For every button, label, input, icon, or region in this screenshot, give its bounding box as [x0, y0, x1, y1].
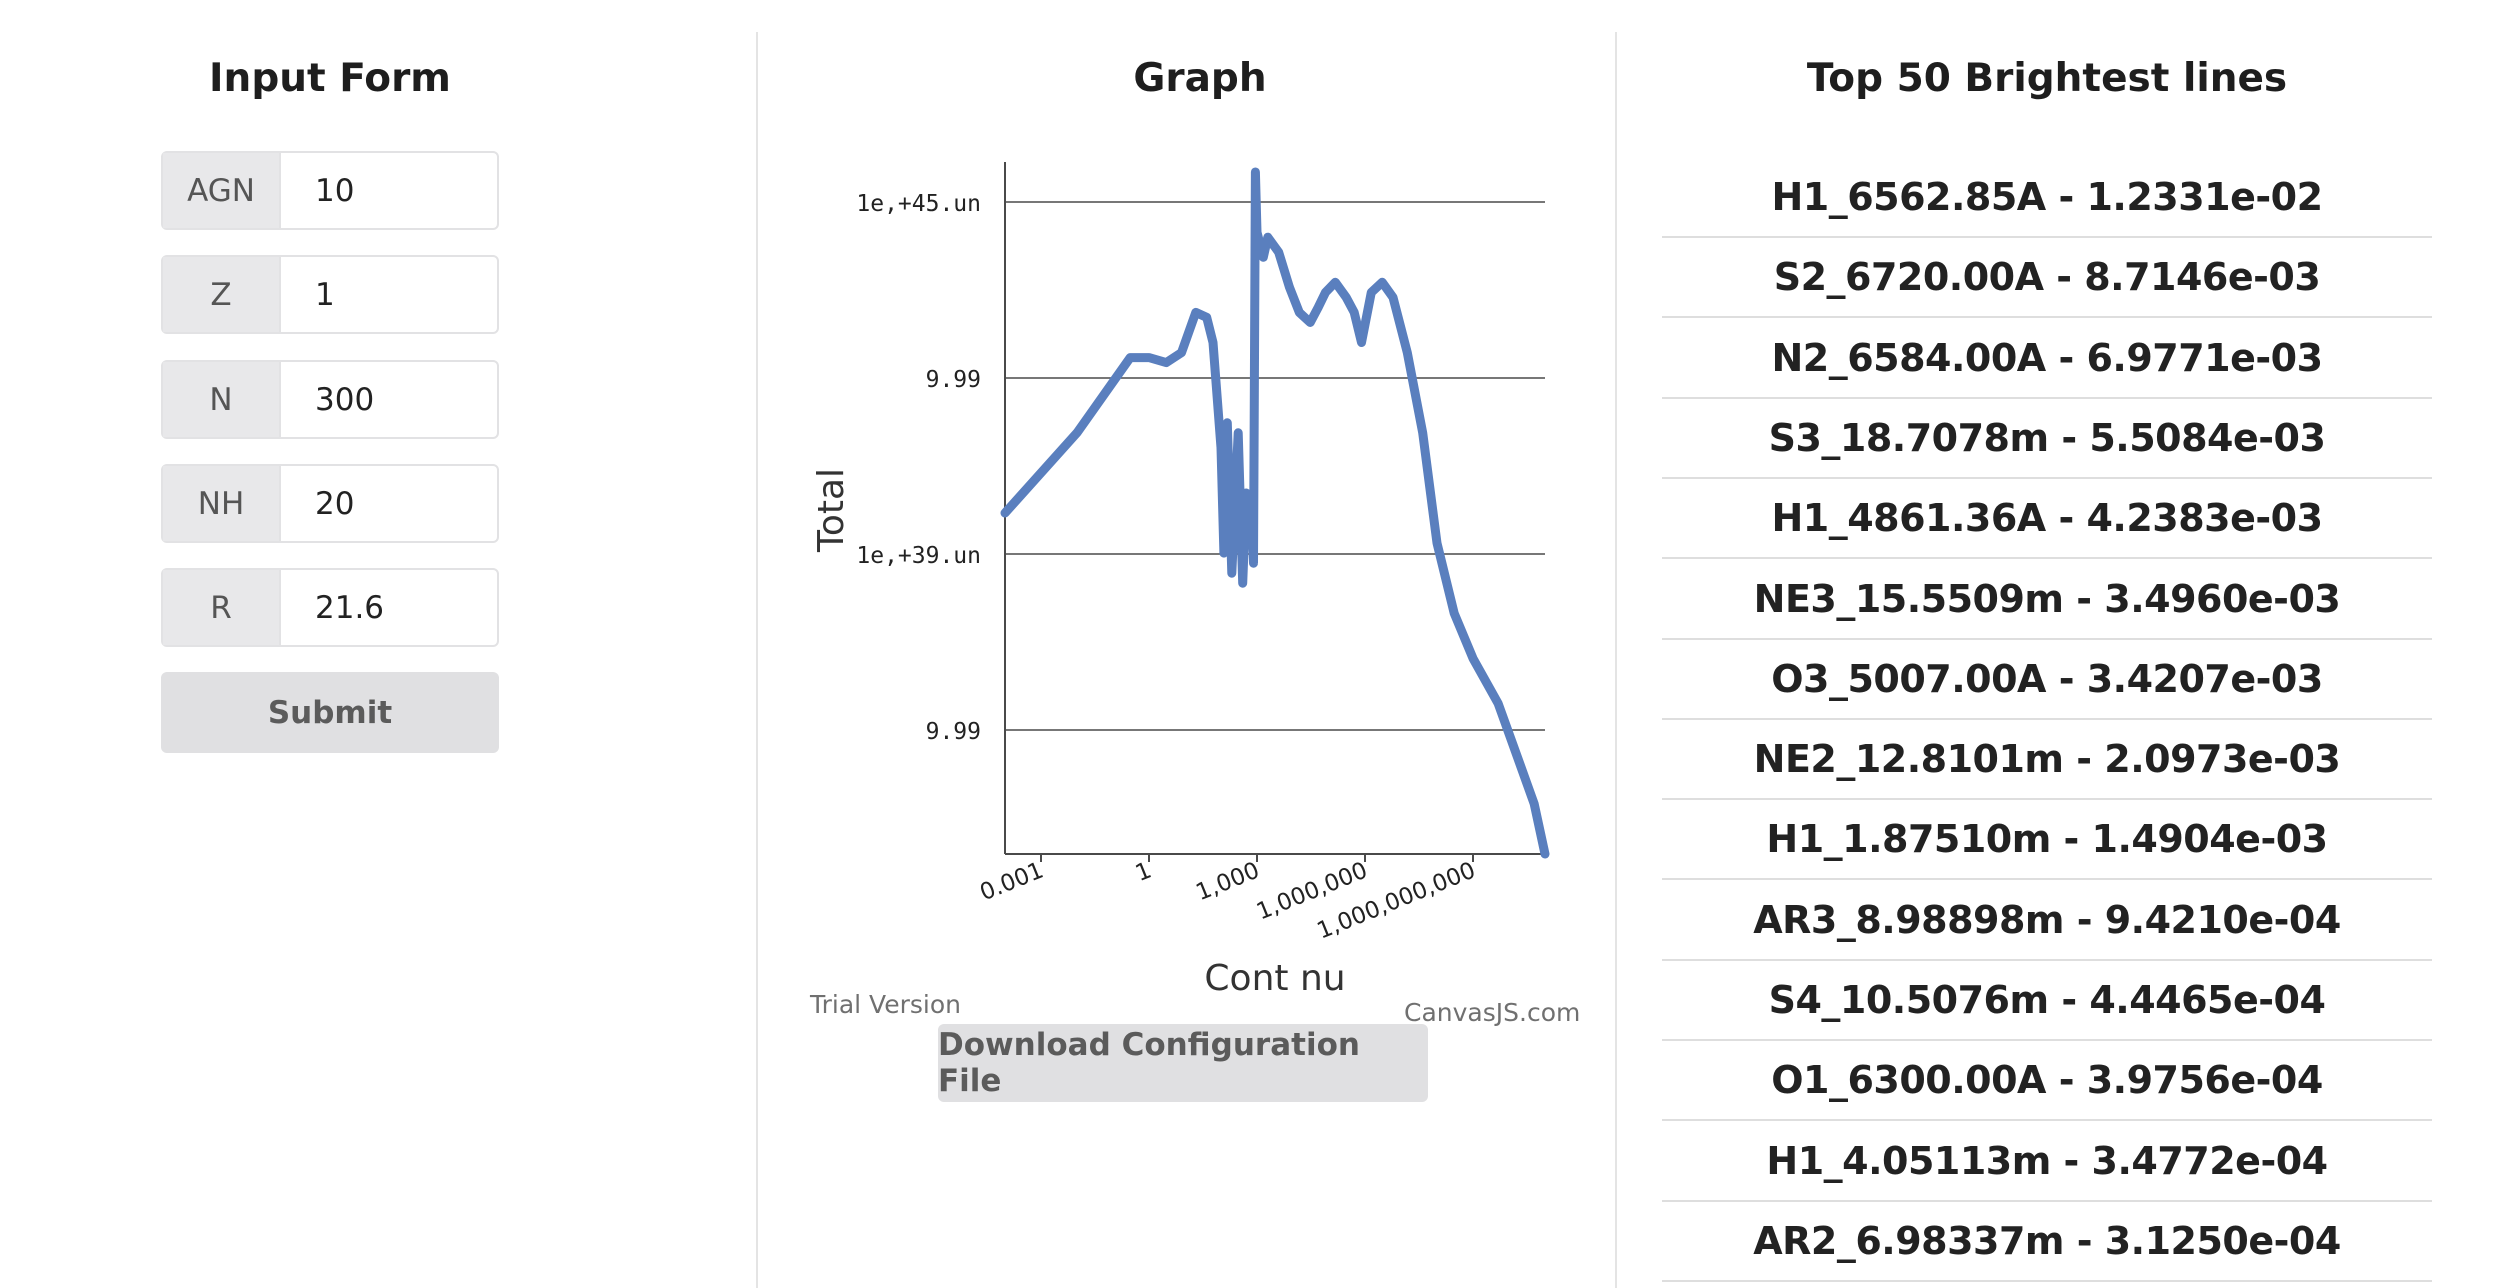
canvasjs-credit-link[interactable]: CanvasJS.com	[1404, 998, 1581, 1027]
line-list-item-text: S2_6720.00A - 8.7146e-03	[1773, 255, 2321, 300]
nh-input[interactable]: 20	[315, 485, 355, 522]
line-list-item-text: O3_5007.00A - 3.4207e-03	[1771, 656, 2323, 701]
trial-version-text: Trial Version	[810, 990, 961, 1019]
chart-gridlines	[1005, 201, 1545, 731]
x-tick-label: 1,000	[1192, 857, 1263, 906]
lines-title: Top 50 Brightest lines	[1806, 56, 2288, 101]
y-tick-label: 1e,+45.un	[856, 191, 981, 217]
line-list-item-text: N2_6584.00A - 6.9771e-03	[1771, 335, 2323, 380]
line-list-item: O3_5007.00A - 3.4207e-03	[1662, 640, 2432, 720]
nh-label: NH	[163, 466, 281, 541]
r-field: R 21.6	[161, 568, 499, 647]
line-list-item: S2_6720.00A - 8.7146e-03	[1662, 238, 2432, 319]
r-input[interactable]: 21.6	[315, 589, 385, 626]
line-list-item: S3_18.7078m - 5.5084e-03	[1662, 399, 2432, 479]
n-label: N	[163, 362, 281, 437]
n-input[interactable]: 300	[315, 381, 375, 418]
y-tick-label: 9.99	[926, 367, 981, 393]
line-list-item: H1_1.87510m - 1.4904e-03	[1662, 800, 2432, 881]
line-list-item-text: H1_1.87510m - 1.4904e-03	[1766, 817, 2328, 862]
line-list-item: NE3_15.5509m - 3.4960e-03	[1662, 560, 2432, 640]
line-list-item-text: O1_6300.00A - 3.9756e-04	[1771, 1058, 2323, 1103]
line-list-item-text: H1_4.05113m - 3.4772e-04	[1766, 1138, 2328, 1183]
line-list-item: AR2_6.98337m - 3.1250e-04	[1662, 1202, 2432, 1282]
line-list-item: S4_10.5076m - 4.4465e-04	[1662, 961, 2432, 1041]
line-list-item: N2_6584.00A - 6.9771e-03	[1662, 319, 2432, 399]
download-config-button[interactable]: Download Configuration File	[938, 1024, 1428, 1102]
column-divider-right	[1615, 32, 1617, 1288]
line-list-item-text: H1_6562.85A - 1.2331e-02	[1771, 175, 2323, 219]
line-list-item: H1_6562.85A - 1.2331e-02	[1662, 158, 2432, 238]
y-tick-labels: 1e,+45.un 9.99 1e,+39.un 9.99	[856, 191, 981, 745]
line-list-item: AR3_8.98898m - 9.4210e-04	[1662, 881, 2432, 961]
graph-title: Graph	[1133, 56, 1267, 101]
line-list-item-text: H1_4861.36A - 4.2383e-03	[1771, 496, 2323, 541]
chart-axes	[1004, 162, 1545, 855]
agn-label: AGN	[163, 153, 281, 228]
y-tick-label: 1e,+39.un	[856, 543, 981, 569]
submit-button[interactable]: Submit	[161, 672, 499, 753]
line-list-item-text: NE2_12.8101m - 2.0973e-03	[1753, 737, 2341, 782]
line-list-item: H1_4861.36A - 4.2383e-03	[1662, 479, 2432, 560]
line-list-item-text: AR3_8.98898m - 9.4210e-04	[1753, 897, 2341, 942]
line-list-item-text: AR2_6.98337m - 3.1250e-04	[1753, 1218, 2341, 1263]
n-field: N 300	[161, 360, 499, 439]
column-divider-left	[756, 32, 758, 1288]
input-form-title: Input Form	[209, 56, 451, 101]
y-tick-label: 9.99	[926, 719, 981, 745]
x-axis-label: Cont nu	[1204, 958, 1345, 999]
z-label: Z	[163, 257, 281, 332]
x-tick-label: 0.001	[976, 857, 1047, 906]
z-field: Z 1	[161, 255, 499, 334]
chart-series	[1000, 167, 1550, 859]
x-tick-label: 1	[1132, 857, 1155, 887]
line-list-item: NE2_12.8101m - 2.0973e-03	[1662, 720, 2432, 801]
line-list-item: O1_6300.00A - 3.9756e-04	[1662, 1041, 2432, 1122]
r-label: R	[163, 570, 281, 645]
line-list-item-text: S3_18.7078m - 5.5084e-03	[1768, 415, 2326, 460]
agn-input[interactable]: 10	[315, 172, 355, 209]
series-line	[1000, 167, 1550, 859]
line-list-item-text: NE3_15.5509m - 3.4960e-03	[1753, 576, 2341, 621]
line-list-item: H1_4.05113m - 3.4772e-04	[1662, 1122, 2432, 1202]
nh-field: NH 20	[161, 464, 499, 543]
z-input[interactable]: 1	[315, 276, 335, 313]
y-axis-label: Total	[811, 468, 852, 553]
line-list-item-text: S4_10.5076m - 4.4465e-04	[1768, 978, 2326, 1022]
agn-field: AGN 10	[161, 151, 499, 230]
